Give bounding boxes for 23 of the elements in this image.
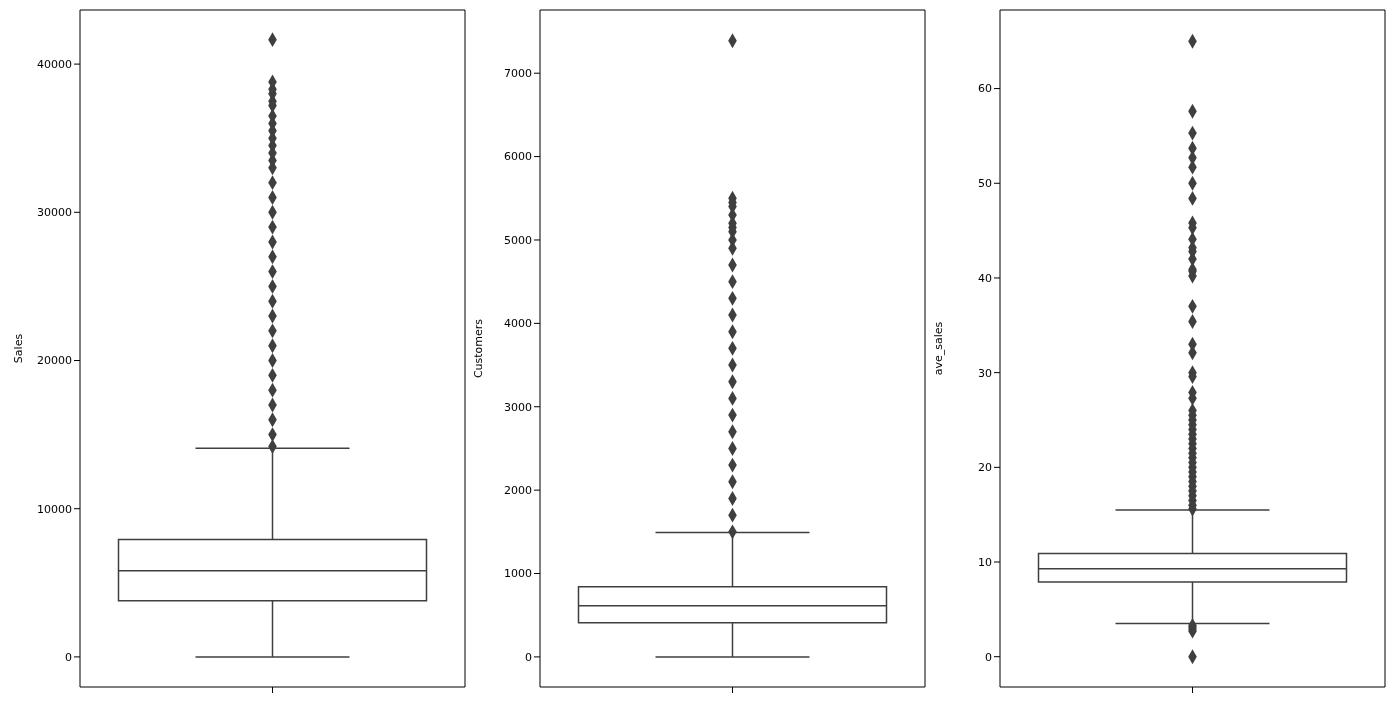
y-tick-label: 10000 <box>37 502 72 516</box>
y-axis-title: Sales <box>11 333 25 364</box>
y-tick-label: 3000 <box>504 400 532 414</box>
y-tick-label: 10 <box>978 555 992 569</box>
y-tick-label: 4000 <box>504 317 532 331</box>
y-tick-label: 2000 <box>504 484 532 498</box>
y-axis-title: ave_sales <box>931 321 945 376</box>
y-tick-label: 30000 <box>37 206 72 220</box>
y-tick-label: 0 <box>65 650 72 664</box>
y-tick-label: 40 <box>978 271 992 285</box>
y-tick-label: 30 <box>978 366 992 380</box>
y-tick-label: 1000 <box>504 567 532 581</box>
y-tick-label: 0 <box>525 650 532 664</box>
y-tick-label: 20000 <box>37 354 72 368</box>
y-tick-label: 0 <box>985 650 992 664</box>
y-tick-label: 7000 <box>504 67 532 81</box>
y-tick-label: 5000 <box>504 233 532 247</box>
y-tick-label: 60 <box>978 82 992 96</box>
y-tick-label: 40000 <box>37 58 72 71</box>
y-tick-label: 50 <box>978 177 992 191</box>
y-axis-title: Customers <box>471 318 485 379</box>
y-tick-label: 20 <box>978 461 992 475</box>
y-tick-label: 6000 <box>504 150 532 164</box>
